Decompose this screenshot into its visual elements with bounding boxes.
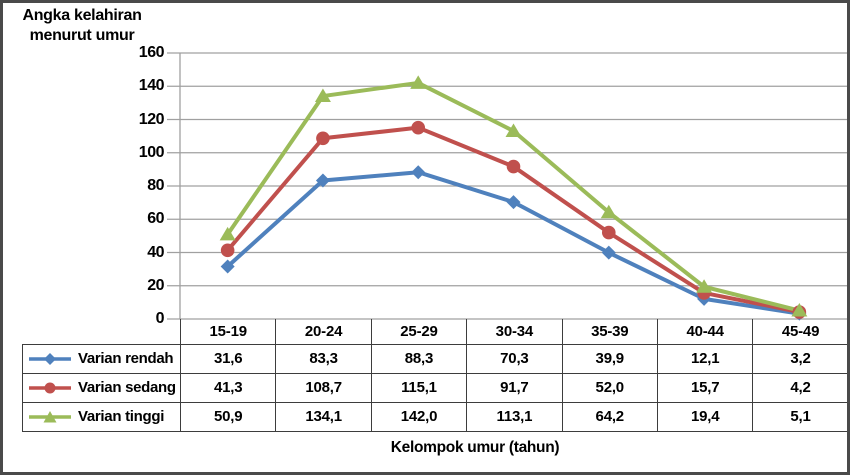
value-cell: 70,3: [466, 343, 563, 374]
series-row-varian-tinggi: Varian tinggi 50,9 134,1 142,0 113,1 64,…: [22, 401, 849, 432]
y-axis-tick-label: 60: [147, 210, 164, 228]
y-axis-title: Angka kelahiran menurut umur: [6, 6, 158, 46]
value-cell: 19,4: [656, 401, 754, 432]
value-cell: 88,3: [370, 343, 468, 374]
category-header: 15-19: [179, 319, 277, 345]
value-cell: 4,2: [752, 372, 849, 403]
series-name: Varian rendah: [77, 350, 174, 368]
value-cell: 113,1: [466, 401, 563, 432]
y-axis-tick-label: 160: [138, 44, 165, 61]
y-axis-title-line1: Angka kelahiran: [22, 7, 142, 24]
legend-marker-diamond-icon: [29, 352, 71, 365]
y-axis-tick-label: 20: [147, 276, 164, 294]
category-header: 45-49: [752, 319, 849, 345]
y-axis-tick-label: 80: [147, 177, 164, 194]
value-cell: 5,1: [752, 401, 849, 432]
value-cell: 12,1: [656, 343, 754, 374]
x-axis-title: Kelompok umur (tahun): [390, 439, 560, 456]
y-axis-tick-label: 40: [147, 243, 164, 261]
value-cell: 91,7: [466, 372, 563, 403]
value-cell: 50,9: [179, 401, 277, 432]
series-name: Varian tinggi: [77, 408, 165, 426]
legend-marker-triangle-icon: [29, 410, 71, 423]
series-row-varian-rendah: Varian rendah 31,6 83,3 88,3 70,3 39,9 1…: [22, 343, 849, 374]
category-header: 20-24: [275, 319, 372, 345]
value-cell: 15,7: [656, 372, 754, 403]
value-cell: 83,3: [275, 343, 372, 374]
y-axis-tick-label: 100: [138, 143, 165, 161]
value-cell: 31,6: [179, 343, 277, 374]
category-header: 25-29: [370, 319, 468, 345]
category-header: 40-44: [656, 319, 754, 345]
legend-cell: Varian rendah: [22, 343, 181, 374]
y-axis-tick-label: 140: [138, 77, 165, 95]
value-cell: 41,3: [179, 372, 277, 403]
category-header-row: 15-19 20-24 25-29 30-34 35-39 40-44 45-4…: [23, 319, 849, 345]
category-header: 30-34: [466, 319, 563, 345]
category-header: 35-39: [561, 319, 658, 345]
legend-cell: Varian sedang: [22, 372, 181, 403]
series-name: Varian sedang: [77, 379, 176, 397]
value-cell: 134,1: [275, 401, 372, 432]
value-cell: 115,1: [370, 372, 468, 403]
data-table: 15-19 20-24 25-29 30-34 35-39 40-44 45-4…: [22, 319, 849, 432]
value-cell: 39,9: [561, 343, 658, 374]
legend-marker-circle-icon: [29, 382, 71, 394]
value-cell: 108,7: [275, 372, 372, 403]
legend-cell: Varian tinggi: [22, 401, 181, 432]
y-axis-tick-label: 120: [138, 110, 165, 128]
y-axis-title-line2: menurut umur: [29, 27, 135, 44]
legend-header-blank-cell: [23, 319, 181, 344]
value-cell: 64,2: [561, 401, 658, 432]
series-row-varian-sedang: Varian sedang 41,3 108,7 115,1 91,7 52,0…: [22, 372, 849, 403]
y-axis-tick-label: 0: [155, 310, 165, 327]
value-cell: 3,2: [752, 343, 849, 374]
value-cell: 142,0: [370, 401, 468, 432]
value-cell: 52,0: [561, 372, 658, 403]
